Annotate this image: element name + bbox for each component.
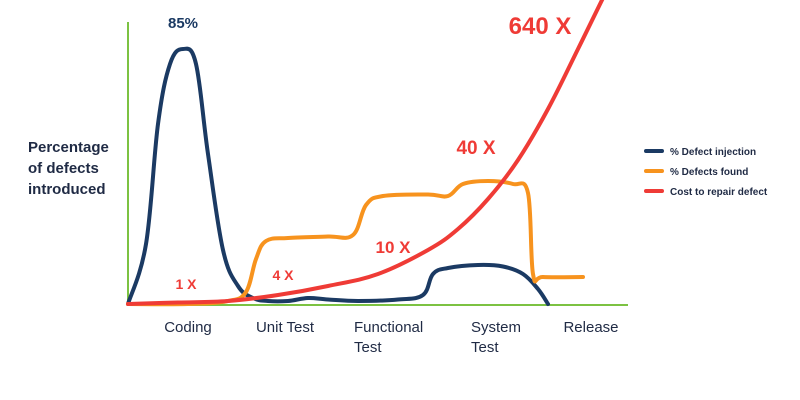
annotation-layer: 85% 1 X 4 X 10 X 40 X 640 X (168, 13, 571, 292)
legend-label-defect-injection: % Defect injection (670, 147, 756, 158)
annotation-640x-label: 640 X (509, 13, 572, 40)
x-tick-unit-test: Unit Test (256, 319, 315, 336)
series-layer (126, 0, 605, 307)
annotation-1x-label: 1 X (175, 276, 197, 292)
series-line-defects-found (126, 179, 585, 307)
y-axis-label-line-2: of defects (28, 160, 99, 177)
x-tick-coding: Coding (164, 319, 212, 336)
series-line-defect-injection (126, 46, 550, 306)
legend: % Defect injection % Defects found Cost … (644, 147, 768, 198)
x-tick-system-test: System Test (471, 319, 525, 356)
annotation-40x-label: 40 X (456, 138, 495, 159)
series-line-cost-to-repair-defect (126, 0, 605, 306)
y-axis-label-line-3: introduced (28, 181, 106, 198)
annotation-4x-label: 4 X (272, 267, 294, 283)
x-tick-functional-test: Functional Test (354, 319, 427, 356)
annotation-85-label: 85% (168, 15, 198, 32)
legend-label-defects-found: % Defects found (670, 167, 748, 178)
y-axis-label-line-1: Percentage (28, 139, 109, 156)
legend-label-cost-to-repair: Cost to repair defect (670, 187, 768, 198)
y-axis-label: Percentage of defects introduced (28, 139, 113, 198)
x-tick-release: Release (563, 319, 618, 336)
annotation-10x-label: 10 X (376, 238, 412, 257)
